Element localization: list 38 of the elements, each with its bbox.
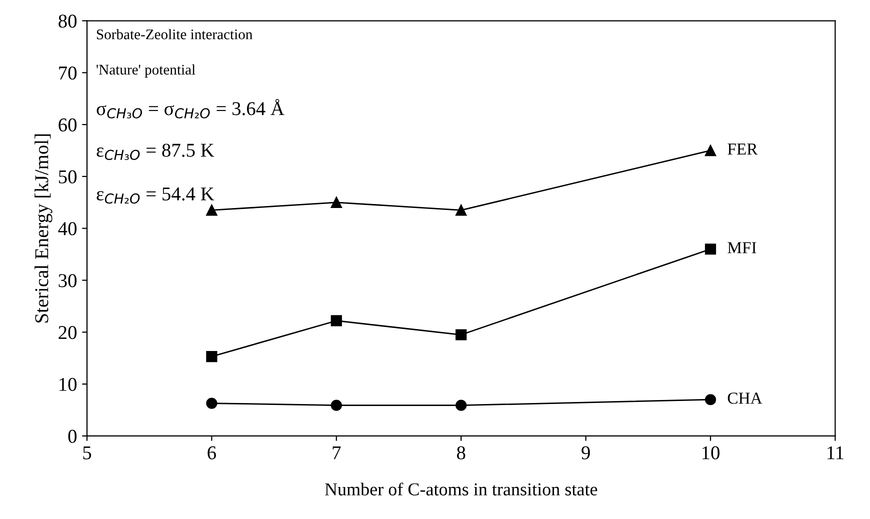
- point: [330, 196, 342, 208]
- point: [704, 144, 716, 156]
- point: [330, 315, 342, 326]
- point: [206, 350, 218, 362]
- series-label: FER: [728, 144, 758, 155]
- y-tick-label: 0: [68, 430, 77, 443]
- series-label: MFI: [728, 242, 756, 254]
- y-tick-label: 80: [58, 14, 77, 28]
- series-label: CHA: [728, 392, 762, 404]
- x-tick-label: 11: [828, 446, 844, 460]
- annotation: σ$_{CH₃O}$ = σ$_{CH₂O}$ = 3.64 Å: [96, 99, 284, 118]
- y-tick-label: 50: [58, 170, 77, 184]
- point: [456, 204, 467, 216]
- point: [456, 400, 467, 411]
- annotation: ε$_{CH₃O}$ = 87.5 K: [96, 144, 214, 160]
- y-tick-label: 20: [58, 326, 77, 340]
- y-tick-label: 10: [60, 378, 77, 391]
- point: [704, 244, 716, 255]
- x-tick-label: 5: [83, 446, 92, 460]
- point: [206, 204, 218, 216]
- y-tick-label: 60: [58, 118, 77, 132]
- point: [330, 400, 342, 411]
- x-tick-label: 6: [208, 446, 216, 460]
- x-tick-label: 10: [702, 446, 720, 460]
- point: [456, 329, 467, 340]
- annotation: 'Nature' potential: [96, 64, 196, 78]
- y-axis-title: Sterical Energy [kJ/mol]: [34, 134, 52, 322]
- annotation: ε$_{CH₂O}$ = 54.4 K: [96, 188, 214, 204]
- y-tick-label: 40: [58, 222, 77, 236]
- annotation: Sorbate-Zeolite interaction: [96, 29, 252, 40]
- y-tick-label: 30: [58, 274, 77, 288]
- x-tick-label: 7: [332, 446, 341, 460]
- x-axis-title: Number of C-atoms in transition state: [324, 482, 598, 496]
- point: [206, 398, 218, 409]
- x-tick-label: 8: [456, 446, 466, 460]
- y-tick-label: 70: [59, 66, 77, 80]
- point: [704, 394, 716, 406]
- x-tick-label: 9: [582, 446, 590, 460]
